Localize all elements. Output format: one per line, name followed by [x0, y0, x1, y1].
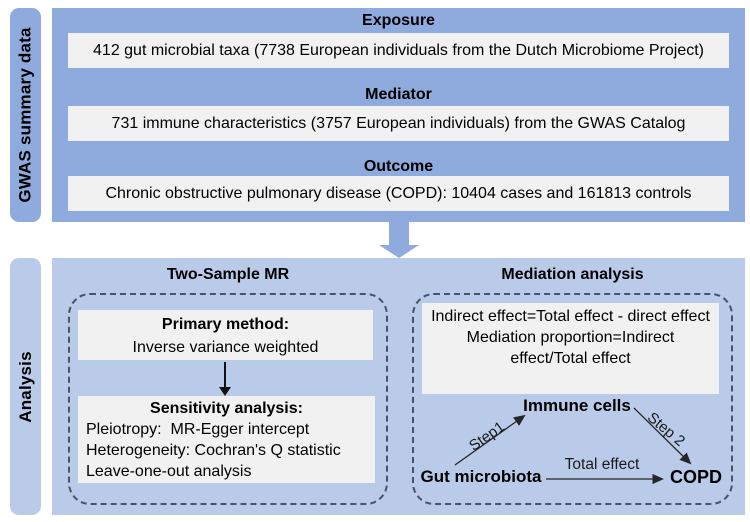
primary-method-box: Primary method: Inverse variance weighte… [78, 310, 373, 360]
down-arrow-head-icon [379, 245, 419, 258]
sensitivity-line-heterogeneity: Heterogeneity: Cochran's Q statistic [86, 442, 341, 459]
gwas-summary-data-label-text: GWAS summary data [15, 27, 35, 203]
two-sample-mr-title: Two-Sample MR [166, 266, 290, 283]
mediation-formula-box: Indirect effect=Total effect - direct ef… [422, 303, 719, 394]
two-sample-mr-dashed-box [68, 293, 388, 505]
copd-node: COPD [669, 467, 722, 487]
total-effect-edge-label: Total effect [564, 456, 640, 473]
mediation-dashed-box [412, 293, 733, 505]
immune-cells-node: Immune cells [523, 396, 631, 415]
mediator-box: 731 immune characteristics (3757 Europea… [68, 106, 729, 141]
sensitivity-analysis-box: Sensitivity analysis: Pleiotropy: MR-Egg… [78, 396, 375, 483]
arrow-icon [224, 362, 226, 389]
sensitivity-line-leave-one-out: Leave-one-out analysis [86, 463, 252, 480]
exposure-box: 412 gut microbial taxa (7738 European in… [68, 33, 729, 68]
down-arrow-icon [389, 222, 409, 246]
gwas-summary-data-side-label: GWAS summary data [10, 8, 41, 222]
arrow-head-icon [219, 387, 231, 396]
primary-method-heading: Primary method: [161, 316, 290, 333]
outcome-title: Outcome [363, 158, 434, 175]
mediation-proportion-formula: Mediation proportion=Indirect effect/Tot… [466, 329, 675, 367]
analysis-label-text: Analysis [15, 350, 35, 423]
indirect-effect-formula: Indirect effect=Total effect - direct ef… [431, 308, 710, 325]
gut-microbiota-node: Gut microbiota [420, 467, 542, 486]
mediator-title: Mediator [365, 86, 432, 103]
mediation-analysis-title: Mediation analysis [501, 266, 644, 283]
primary-method-text: Inverse variance weighted [132, 339, 319, 356]
mediation-triangle-arrows [454, 407, 692, 485]
step2-arrow [633, 407, 692, 465]
sensitivity-line-pleiotropy: Pleiotropy: MR-Egger intercept [86, 421, 310, 438]
gwas-summary-panel: Exposure 412 gut microbial taxa (7738 Eu… [52, 8, 745, 222]
outcome-box: Chronic obstructive pulmonary disease (C… [68, 176, 729, 211]
exposure-title: Exposure [362, 12, 435, 29]
analysis-side-label: Analysis [10, 258, 41, 515]
step1-arrow [454, 414, 526, 466]
analysis-panel: Two-Sample MR Primary method: Inverse va… [52, 258, 745, 515]
sensitivity-heading: Sensitivity analysis: [150, 400, 303, 417]
